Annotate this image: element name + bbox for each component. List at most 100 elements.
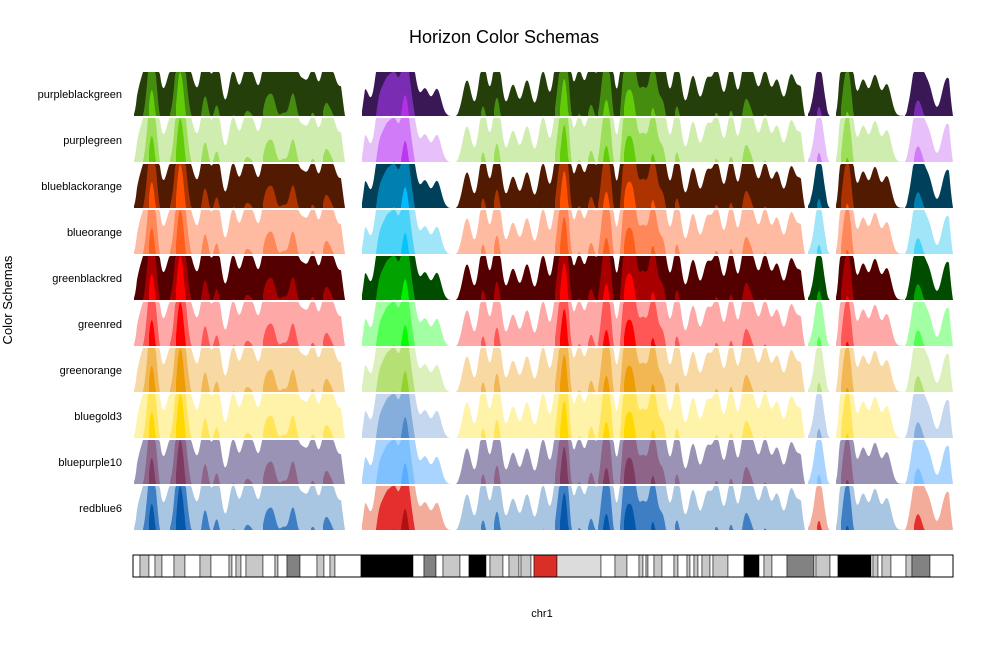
ideogram-band-gneg — [829, 554, 839, 578]
y-axis-title: Color Schemas — [0, 255, 15, 344]
x-axis-label: chr1 — [531, 608, 552, 620]
ideogram-band-gpos25 — [645, 554, 649, 578]
row-label: blueorange — [67, 227, 122, 239]
ideogram-band-gpos100 — [743, 554, 760, 578]
horizon-row-bluegold3: bluegold3 — [74, 394, 953, 438]
positive-band-2 — [143, 486, 854, 530]
negative-band-1 — [362, 72, 953, 116]
positive-band-1 — [134, 210, 904, 254]
ideogram-band-gneg — [689, 554, 695, 578]
negative-band-3 — [393, 324, 410, 346]
ideogram-band-gneg — [600, 554, 616, 578]
ideogram-band-gneg — [626, 554, 640, 578]
ideogram-band-gneg — [727, 554, 745, 578]
ideogram-band-gpos25 — [712, 554, 729, 578]
ideogram-band-gpos100 — [837, 554, 872, 578]
ideogram-band-gneg — [877, 554, 883, 578]
horizon-row-purplegreen: purplegreen — [63, 118, 953, 162]
positive-band-2 — [143, 302, 854, 346]
positive-band-2 — [143, 256, 854, 300]
ideogram-outline — [132, 554, 954, 578]
row-label: bluepurple10 — [58, 457, 122, 469]
horizon-row-blueorange: blueorange — [67, 210, 953, 254]
positive-band-2 — [143, 394, 854, 438]
ideogram-band-gpos25 — [701, 554, 711, 578]
negative-band-3 — [393, 370, 410, 392]
ideogram-band-gpos75 — [286, 554, 301, 578]
ideogram-band-gpos25 — [614, 554, 628, 578]
ideogram-band-gpos50 — [442, 554, 461, 578]
ideogram-band-gpos50 — [693, 554, 699, 578]
negative-band-3 — [393, 462, 410, 484]
positive-band-1 — [134, 118, 904, 162]
ideogram-band-gpos25 — [638, 554, 644, 578]
ideogram-band-gneg — [642, 554, 647, 578]
negative-band-3 — [393, 232, 410, 254]
horizon-row-greenblackred: greenblackred — [52, 256, 953, 300]
positive-band-1 — [134, 164, 904, 208]
ideogram-band-gneg — [161, 554, 175, 578]
row-label: greenred — [78, 319, 122, 331]
row-label: blueblackorange — [41, 181, 122, 193]
ideogram-band-gneg — [709, 554, 714, 578]
ideogram-band-gneg — [412, 554, 425, 578]
negative-band-3 — [393, 416, 410, 438]
chromosome-ideogram — [132, 554, 954, 578]
ideogram-band-gneg — [771, 554, 788, 578]
positive-band-1 — [134, 348, 904, 392]
ideogram-band-gneg — [132, 554, 141, 578]
positive-band-2 — [143, 118, 854, 162]
ideogram-band-gpos25 — [329, 554, 336, 578]
negative-band-1 — [362, 348, 953, 392]
ideogram-band-gpos75 — [911, 554, 931, 578]
positive-band-1 — [134, 302, 904, 346]
ideogram-band-gneg — [890, 554, 907, 578]
positive-band-1 — [134, 256, 904, 300]
ideogram-band-gneg — [813, 554, 817, 578]
ideogram-band-gneg — [231, 554, 237, 578]
ideogram-band-gpos50 — [520, 554, 532, 578]
ideogram-band-gneg — [210, 554, 230, 578]
negative-band-1 — [362, 394, 953, 438]
ideogram-band-gpos25 — [274, 554, 279, 578]
ideogram-band-gpos25 — [139, 554, 150, 578]
row-label: redblue6 — [79, 503, 122, 515]
positive-band-2 — [143, 210, 854, 254]
ideogram-band-gneg — [647, 554, 655, 578]
positive-band-1 — [134, 486, 904, 530]
ideogram-band-gpos75 — [786, 554, 815, 578]
ideogram-band-gneg — [530, 554, 535, 578]
ideogram-band-gpos25 — [154, 554, 163, 578]
ideogram-band-gpos25 — [673, 554, 679, 578]
horizon-row-greenred: greenred — [78, 302, 953, 346]
positive-band-2 — [143, 164, 854, 208]
ideogram-band-gneg — [485, 554, 491, 578]
negative-band-1 — [362, 440, 953, 484]
ideogram-band-gneg — [870, 554, 874, 578]
row-label: greenorange — [60, 365, 122, 377]
ideogram-band-gneg — [677, 554, 688, 578]
ideogram-band-gneg — [323, 554, 331, 578]
ideogram-band-gneg — [148, 554, 156, 578]
ideogram-band-gneg — [262, 554, 276, 578]
horizon-row-redblue6: redblue6 — [79, 486, 953, 530]
negative-band-1 — [362, 164, 953, 208]
negative-band-1 — [362, 256, 953, 300]
negative-band-3 — [393, 278, 410, 300]
horizon-row-purpleblackgreen: purpleblackgreen — [38, 72, 953, 116]
ideogram-band-gpos25 — [173, 554, 186, 578]
ideogram-band-gneg — [518, 554, 522, 578]
ideogram-band-gpos25 — [905, 554, 913, 578]
negative-band-1 — [362, 486, 953, 530]
ideogram-band-gpos25 — [872, 554, 879, 578]
ideogram-band-gpos25 — [316, 554, 325, 578]
negative-band-3 — [393, 140, 410, 162]
horizon-row-greenorange: greenorange — [60, 348, 953, 392]
ideogram-band-gpos100 — [468, 554, 487, 578]
positive-band-2 — [143, 348, 854, 392]
row-label: greenblackred — [52, 273, 122, 285]
ideogram-band-gneg — [929, 554, 954, 578]
ideogram-band-acen — [533, 554, 558, 578]
row-label: purplegreen — [63, 135, 122, 147]
